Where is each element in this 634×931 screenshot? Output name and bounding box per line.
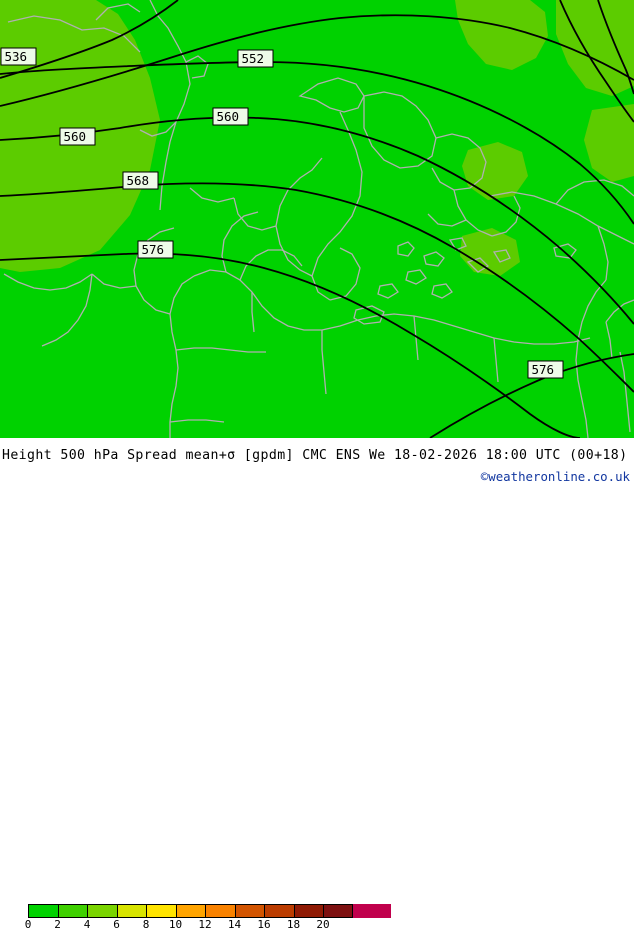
map-caption: Height 500 hPa Spread mean+σ [gpdm] CMC … bbox=[2, 448, 628, 463]
colorbar-tick-2: 2 bbox=[54, 918, 61, 931]
contour-labels: 536 552 560 560 568 bbox=[0, 47, 564, 379]
contour-label-552: 552 bbox=[237, 49, 274, 68]
copyright-notice: ©weatheronline.co.uk bbox=[480, 469, 630, 484]
colorbar-segment-1 bbox=[57, 904, 87, 918]
map-graphic: 536 552 560 560 568 bbox=[0, 0, 634, 438]
svg-text:560: 560 bbox=[64, 129, 87, 144]
contour-568 bbox=[0, 182, 634, 393]
colorbar-tick-18: 18 bbox=[286, 918, 301, 931]
contour-544 bbox=[0, 14, 634, 107]
contour-label-568: 568 bbox=[122, 171, 159, 190]
svg-text:560: 560 bbox=[217, 109, 240, 124]
contour-552 bbox=[0, 61, 634, 225]
colorbar-segment-2 bbox=[87, 904, 117, 918]
colorbar-segment-7 bbox=[234, 904, 264, 918]
contour-label-536: 536 bbox=[0, 47, 37, 66]
weather-map-canvas[interactable]: 536 552 560 560 568 bbox=[0, 0, 634, 438]
contour-576-a bbox=[0, 252, 581, 438]
contour-label-560-right: 560 bbox=[212, 107, 249, 126]
svg-text:552: 552 bbox=[242, 51, 265, 66]
svg-text:576: 576 bbox=[532, 362, 555, 377]
svg-text:536: 536 bbox=[5, 49, 28, 64]
colorbar-segment-5 bbox=[175, 904, 205, 918]
colorbar-tick-20: 20 bbox=[316, 918, 330, 931]
colorbar-tick-10: 10 bbox=[168, 918, 183, 931]
coastlines-and-borders bbox=[3, 0, 634, 438]
colorbar-tick-6: 6 bbox=[113, 918, 120, 931]
colorbar-segment-8 bbox=[264, 904, 294, 918]
contour-extra-1 bbox=[597, 0, 634, 95]
colorbar-tick-12: 12 bbox=[198, 918, 212, 931]
contour-label-576-upper: 576 bbox=[137, 240, 174, 259]
colorbar-segment-overflow bbox=[352, 904, 391, 918]
colorbar-segment-0 bbox=[28, 904, 58, 918]
colorbar-tick-0: 0 bbox=[24, 918, 32, 931]
contour-extra-2 bbox=[559, 0, 634, 123]
contour-label-560-left: 560 bbox=[59, 127, 96, 146]
colorbar-segment-6 bbox=[205, 904, 235, 918]
colorbar-swatches[interactable] bbox=[28, 904, 391, 918]
colorbar-segment-3 bbox=[116, 904, 146, 918]
svg-text:576: 576 bbox=[142, 242, 165, 257]
colorbar[interactable]: 0 2 4 6 8 10 12 14 16 18 20 bbox=[24, 904, 391, 931]
colorbar-segment-9 bbox=[293, 904, 323, 918]
map-footer: Height 500 hPa Spread mean+σ [gpdm] CMC … bbox=[0, 438, 634, 931]
svg-text:568: 568 bbox=[127, 173, 150, 188]
height-contours bbox=[0, 0, 634, 438]
colorbar-tick-14: 14 bbox=[227, 918, 242, 931]
colorbar-tick-16: 16 bbox=[257, 918, 271, 931]
contour-label-576-lower: 576 bbox=[527, 360, 564, 379]
contour-536 bbox=[0, 0, 179, 79]
colorbar-segment-10 bbox=[323, 904, 353, 918]
colorbar-tick-8: 8 bbox=[142, 918, 150, 931]
contour-560 bbox=[0, 116, 634, 325]
colorbar-segment-4 bbox=[146, 904, 176, 918]
colorbar-tick-4: 4 bbox=[83, 918, 91, 931]
